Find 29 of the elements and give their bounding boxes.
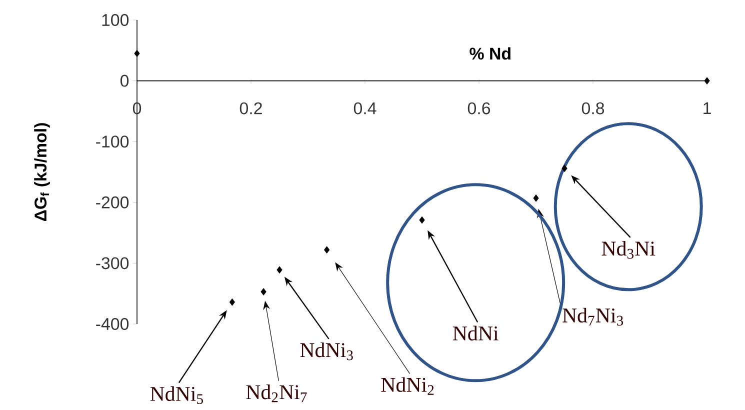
text: NdNi$_{2}$	[381, 377, 434, 395]
annotation: Nd$_{3}$Ni	[602, 240, 656, 259]
point	[229, 298, 236, 306]
point	[533, 194, 539, 202]
x-tick-label: 1	[704, 102, 711, 114]
x-tick-label: 0.8	[582, 102, 604, 114]
text: NdNi$_{5}$	[150, 386, 203, 404]
point	[562, 164, 568, 172]
y-tick-label: -100	[96, 136, 129, 148]
x-tick-label: 0.6	[468, 102, 490, 114]
y-tick-label: 100	[102, 14, 129, 26]
y-tick-label: -300	[96, 257, 129, 270]
annotation: Nd$_{7}$Ni$_{3}$	[562, 308, 624, 326]
text: NdNi	[452, 326, 498, 340]
x-tick-label: 0.2	[240, 102, 262, 114]
point	[324, 246, 330, 254]
point	[704, 77, 710, 84]
text: NdNi$_{3}$	[300, 342, 353, 360]
point	[134, 50, 140, 58]
point	[419, 216, 425, 224]
y-tick-label: 0	[120, 74, 129, 87]
point	[276, 266, 282, 274]
x-tick-label: 0.4	[354, 102, 376, 114]
point	[260, 288, 266, 296]
y-tick-label: -400	[96, 318, 129, 330]
x-axis-title: % Nd	[470, 47, 510, 60]
y-axis-title: ΔG$_{f}$ (kJ/mol)	[34, 123, 50, 222]
y-tick-label: -200	[96, 196, 129, 208]
text: Nd$_{2}$Ni$_{7}$	[246, 384, 307, 402]
